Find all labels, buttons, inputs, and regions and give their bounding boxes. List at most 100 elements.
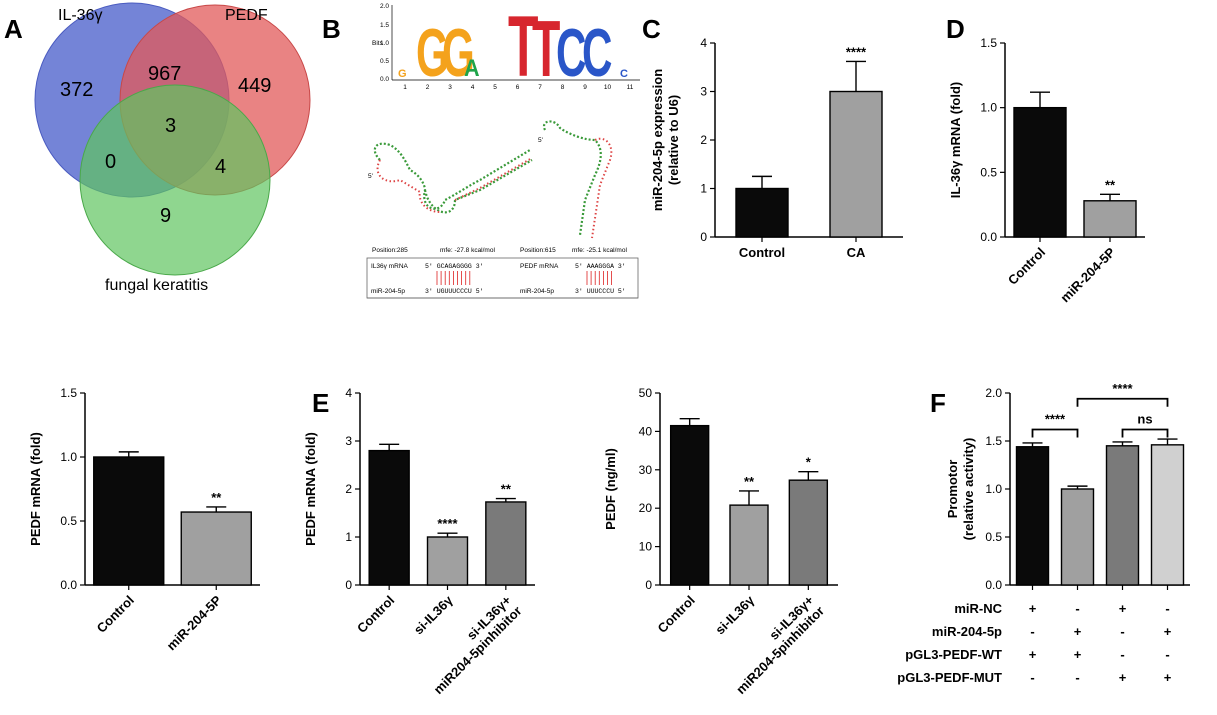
y-tick-label: 0.0 (985, 578, 1002, 592)
bar (729, 504, 769, 586)
y-tick-label: 4 (345, 386, 352, 400)
category-label: Control (1005, 245, 1048, 288)
condition-label: miR-NC (954, 601, 1002, 616)
sequence-logo: Bits 2.0 1.5 1.0 0.5 0.0 1 2 3 4 5 6 7 8 9 10 11 G… (372, 0, 640, 94)
left-mfe: mfe: -27.8 kcal/mol (440, 247, 495, 254)
bar (788, 479, 829, 586)
category-label: si-IL36γ (712, 592, 757, 637)
significance-label: **** (846, 44, 867, 59)
y-tick-label: 40 (639, 424, 653, 438)
y-tick-label: 0.0 (980, 230, 997, 244)
chart-d-il36-mrna: 0.0 0.5 1.0 1.5 IL-36γ mRNA (fold) ** Control m… (948, 36, 1145, 305)
panel-label-f: F (930, 388, 946, 418)
logo-letter-g: G (442, 15, 475, 91)
rna-stem-green (542, 120, 602, 236)
logo-ytick: 1.0 (380, 40, 389, 47)
venn-label-il36: IL-36γ (58, 7, 102, 24)
left-mirna-label: miR-204-5p (371, 288, 405, 295)
condition-value: + (1074, 624, 1082, 639)
condition-value: + (1029, 647, 1037, 662)
bar (93, 456, 165, 586)
right-mfe: mfe: -25.1 kcal/mol (572, 247, 627, 254)
right-mirna-seq: 3' UUUCCCU 5' (575, 288, 626, 295)
logo-letter-t: T (508, 0, 539, 94)
chart-f-promotor-activity: 0.0 0.5 1.0 1.5 2.0 Promotor(relative activit… (897, 381, 1190, 685)
logo-ytick: 2.0 (380, 3, 389, 10)
left-pairing-lines (436, 271, 471, 285)
significance-label: * (806, 455, 812, 470)
condition-value: + (1164, 670, 1172, 685)
y-tick-label: 2 (700, 133, 707, 147)
logo-position-tick: 7 (538, 84, 542, 91)
logo-position-tick: 9 (583, 84, 587, 91)
venn-circle-fungal (79, 84, 271, 276)
bar (1105, 445, 1140, 586)
venn-diagram: IL-36γ PEDF fungal keratitis 372 967 449… (34, 2, 311, 294)
logo-letter-c: C (582, 15, 612, 91)
rna-structure-right: 5' (538, 120, 613, 239)
bar (735, 187, 789, 238)
logo-letter-t: T (532, 4, 560, 93)
binding-site-table: IL36γ mRNA 5' GCAGAGGGG 3' miR-204-5p 3'… (366, 257, 639, 299)
rna-stem-red (591, 137, 613, 239)
significance-label: ** (1105, 177, 1116, 192)
venn-count-il-pedf: 967 (148, 63, 181, 85)
panel-label-a: A (4, 14, 23, 44)
y-tick-label: 2 (345, 482, 352, 496)
condition-value: - (1030, 624, 1034, 639)
y-tick-label: 0 (700, 230, 707, 244)
logo-axis-label: Bits (372, 40, 384, 47)
y-tick-label: 10 (639, 540, 653, 554)
condition-value: - (1120, 624, 1124, 639)
bar (180, 511, 252, 586)
category-label: Control (354, 593, 397, 636)
y-axis-label: miR-204-5p expression(relative to U6) (650, 69, 681, 211)
condition-value: - (1120, 647, 1124, 662)
logo-position-tick: 11 (627, 84, 634, 91)
y-axis-label: PEDF mRNA (fold) (28, 432, 43, 546)
y-tick-label: 2.0 (985, 386, 1002, 400)
left-mirna-seq: 3' UGUUUCCCU 5' (425, 288, 484, 295)
right-target-label: PEDF mRNA (520, 263, 559, 270)
significance-label: ** (744, 474, 755, 489)
right-position: Position:615 (520, 247, 556, 254)
panel-label-e: E (312, 388, 329, 418)
logo-ytick: 1.5 (380, 22, 389, 29)
y-tick-label: 0.0 (60, 578, 77, 592)
logo-letter-c: C (556, 15, 586, 91)
chart-c-mir204-expression: 0 1 2 3 4 miR-204-5p expression(relative to U… (650, 36, 903, 260)
logo-small-letter-g: G (398, 68, 407, 80)
category-label: miR-204-5P (164, 592, 225, 653)
right-pairing-lines (586, 271, 612, 285)
y-tick-label: 1.5 (60, 386, 77, 400)
logo-letter-a: A (464, 54, 480, 81)
logo-position-tick: 8 (561, 84, 565, 91)
y-tick-label: 0.5 (985, 530, 1002, 544)
venn-count-fk-only: 9 (160, 205, 171, 227)
condition-label: pGL3-PEDF-MUT (897, 670, 1002, 685)
logo-position-tick: 6 (516, 84, 520, 91)
left-position: Position:285 (372, 247, 408, 254)
venn-count-pedf-only: 449 (238, 75, 271, 97)
condition-label: pGL3-PEDF-WT (905, 647, 1002, 662)
logo-position-tick: 1 (403, 84, 407, 91)
y-tick-label: 30 (639, 463, 653, 477)
panel-label-b: B (322, 14, 341, 44)
condition-value: + (1074, 647, 1082, 662)
y-tick-label: 0.5 (60, 514, 77, 528)
condition-value: - (1165, 647, 1169, 662)
comparison-bracket (1076, 397, 1169, 407)
condition-value: - (1165, 601, 1169, 616)
bar (426, 536, 469, 586)
rna-5prime-label: 5' (368, 173, 373, 180)
category-label: Control (739, 245, 785, 260)
significance-label: ** (211, 490, 222, 505)
significance-label: **** (437, 516, 458, 531)
comparison-label: ns (1137, 411, 1152, 426)
y-tick-label: 3 (700, 85, 707, 99)
comparison-label: **** (1112, 381, 1133, 396)
y-tick-label: 1.5 (985, 434, 1002, 448)
condition-value: - (1075, 670, 1079, 685)
category-label: miR-204-5P (1057, 244, 1118, 305)
